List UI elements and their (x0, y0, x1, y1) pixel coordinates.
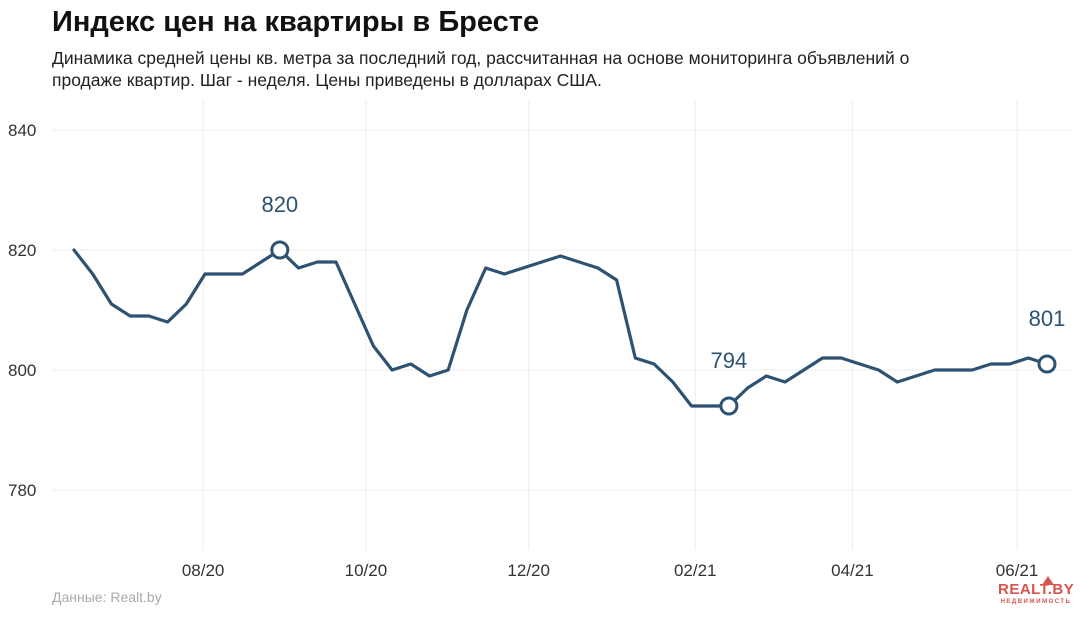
annotations: 820 794 801 (261, 192, 1066, 416)
logo-main-text: REALT.BY (998, 581, 1075, 598)
x-tick-label: 02/21 (674, 561, 717, 580)
annotated-point (719, 396, 739, 416)
x-tick-label: 04/21 (831, 561, 874, 580)
grid-lines (52, 100, 1070, 550)
x-tick-label: 06/21 (996, 561, 1039, 580)
y-tick-label: 840 (8, 121, 36, 140)
y-tick-label: 800 (8, 361, 36, 380)
data-source-note: Данные: Realt.by (52, 589, 162, 605)
axis-ticks: 780 800 820 840 08/20 10/20 12/20 02/21 04/21 06/… (8, 121, 1038, 580)
data-label: 820 (261, 192, 298, 217)
logo-roof-icon (1042, 576, 1054, 585)
y-tick-label: 820 (8, 241, 36, 260)
chart-title: Индекс цен на квартиры в Бресте (52, 6, 540, 38)
y-tick-label: 780 (8, 481, 36, 500)
series-layer (72, 248, 1049, 408)
data-label: 794 (711, 348, 748, 373)
price-index-line (72, 248, 1049, 408)
x-tick-label: 10/20 (345, 561, 388, 580)
annotated-point (270, 240, 290, 260)
logo-sub-text: НЕДВИЖИМОСТЬ (1000, 599, 1072, 605)
chart-subtitle: Динамика средней цены кв. метра за после… (52, 48, 910, 90)
annotated-point (1037, 354, 1057, 374)
x-tick-label: 08/20 (182, 561, 225, 580)
realt-logo[interactable]: REALT.BY НЕДВИЖИМОСТЬ (998, 576, 1075, 610)
data-label: 801 (1029, 306, 1066, 331)
x-tick-label: 12/20 (507, 561, 550, 580)
